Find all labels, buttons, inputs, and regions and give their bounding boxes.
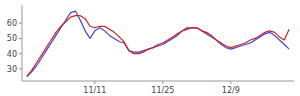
y-tick xyxy=(19,38,22,39)
y-tick-label: 60 xyxy=(7,19,17,28)
x-tick xyxy=(230,81,231,84)
x-tick-label: 11/25 xyxy=(151,86,174,95)
x-tick-label: 12/9 xyxy=(222,86,240,95)
y-tick xyxy=(19,68,22,69)
y-tick xyxy=(19,53,22,54)
series-line xyxy=(27,11,289,76)
y-tick-label: 40 xyxy=(7,50,17,59)
x-tick xyxy=(162,81,163,84)
chart: 30 40 50 60 11/11 11/25 12/9 xyxy=(0,0,300,96)
x-tick-label: 11/11 xyxy=(83,86,106,95)
y-tick xyxy=(19,23,22,24)
y-axis-line xyxy=(22,5,23,81)
y-tick-label: 50 xyxy=(7,34,17,43)
series-line xyxy=(27,16,289,77)
x-tick xyxy=(94,81,95,84)
x-axis-line xyxy=(22,81,294,82)
chart-container: 30 40 50 60 11/11 11/25 12/9 xyxy=(0,0,300,96)
y-tick-label: 30 xyxy=(7,65,17,74)
plot-area xyxy=(27,11,289,76)
